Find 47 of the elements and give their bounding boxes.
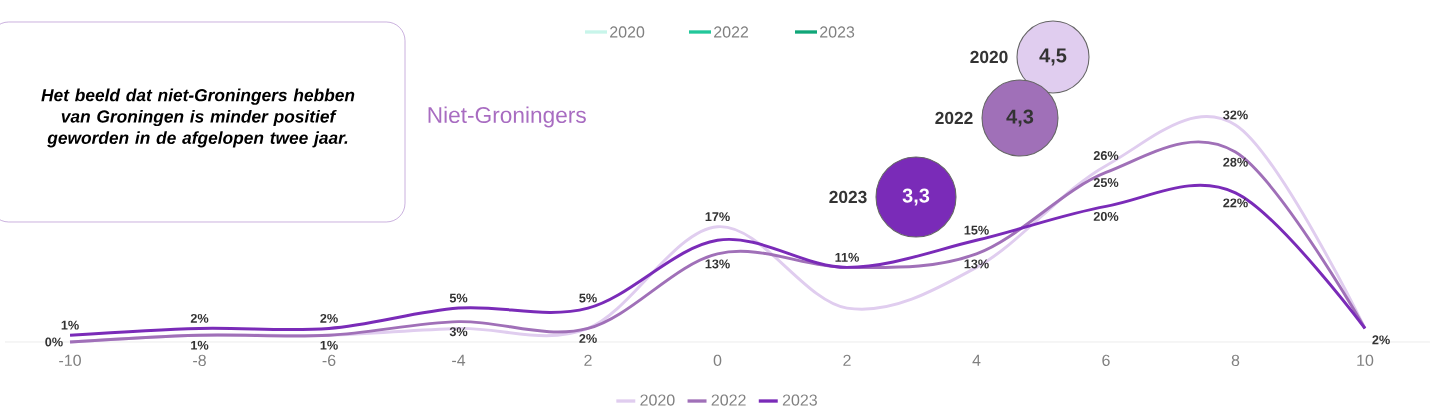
x-tick-label: -4 (452, 354, 466, 366)
legend-label: 2023 (782, 394, 817, 406)
data-label: 2% (579, 334, 597, 343)
text: 2022 (714, 26, 749, 38)
annotation: Het beeld dat niet-Groningers hebben van Groningen is minder positief geworden in de afgelopen twee jaar. (41, 88, 355, 148)
data-label: 25% (1093, 178, 1119, 188)
data-label: 5% (449, 293, 468, 303)
x-tick-label: 8 (1231, 354, 1240, 367)
data-label: 28% (1223, 157, 1248, 167)
data-label: 32% (1223, 110, 1248, 120)
chart-title: Niet-Groningers (428, 106, 586, 128)
annotation: 4,3 (1006, 109, 1034, 127)
x-tick-label: -10 (59, 354, 81, 367)
data-label: 2% (320, 313, 338, 323)
annotation: 3,3 (902, 188, 930, 206)
data-label: 22% (1223, 198, 1248, 208)
x-tick-label: 4 (972, 354, 981, 366)
data-label: 3% (449, 327, 468, 337)
x-tick-label: 0 (713, 354, 722, 367)
x-tick-label: 10 (1357, 354, 1374, 367)
data-label: 1% (320, 340, 338, 350)
x-tick-label: 2 (584, 354, 592, 366)
x-tick-label: 6 (1102, 354, 1110, 367)
data-label: 26% (1093, 151, 1119, 161)
data-label: 5% (579, 293, 597, 303)
data-label: 20% (1093, 211, 1119, 221)
text: 2020 (610, 26, 645, 38)
x-tick-label: 2 (843, 354, 851, 366)
data-label: 2% (190, 313, 209, 323)
text: 2023 (820, 26, 855, 38)
legend-label: 2022 (711, 394, 746, 406)
text: 2020 (970, 50, 1008, 64)
x-tick-label: -6 (322, 354, 336, 367)
data-label: 15% (964, 225, 989, 235)
data-label: 17% (705, 212, 730, 222)
data-label: 1% (61, 320, 79, 330)
text: 2022 (935, 111, 973, 125)
annotation: 2023 (829, 190, 867, 204)
x-tick-label: -8 (193, 354, 206, 367)
legend-label: 2020 (640, 394, 675, 406)
data-label: 13% (705, 259, 730, 269)
data-label: 13% (964, 259, 989, 269)
data-label: 11% (835, 252, 859, 262)
text: 4,5 (1039, 48, 1067, 66)
data-label: 2% (1372, 335, 1390, 345)
data-label: 1% (191, 340, 209, 350)
data-label: 0% (45, 337, 63, 347)
